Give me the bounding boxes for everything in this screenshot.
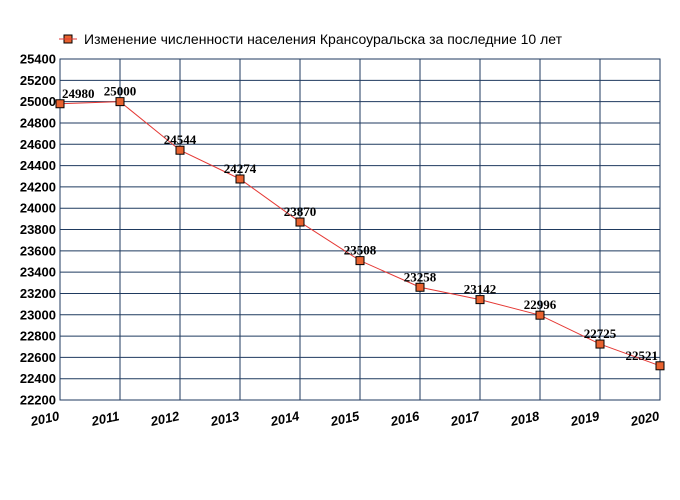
y-axis-ticks: 22200 22400 22600 22800 23000 23200 23400 23600… — [20, 52, 56, 408]
plot-border — [59, 58, 661, 401]
data-point-2012 — [175, 145, 185, 155]
y-tick-label: 23800 — [20, 222, 56, 237]
data-label-2011: 25000 — [104, 84, 137, 99]
y-tick-label: 23200 — [20, 286, 56, 301]
data-point-2014 — [295, 217, 305, 227]
x-tick-label: 2012 — [148, 408, 181, 429]
x-tick-label: 2010 — [28, 408, 61, 429]
y-tick-label: 24400 — [20, 158, 56, 173]
legend-label: Изменение численности населения Крансоур… — [84, 31, 563, 47]
y-tick-label: 24200 — [20, 179, 56, 194]
data-point-2011 — [115, 97, 125, 107]
y-tick-label: 25000 — [20, 94, 56, 109]
y-tick-label: 22800 — [20, 329, 56, 344]
x-tick-label: 2011 — [89, 408, 120, 429]
x-tick-label: 2018 — [508, 408, 541, 429]
y-tick-label: 23000 — [20, 307, 56, 322]
x-tick-label: 2014 — [268, 408, 301, 429]
data-label-2017: 23142 — [464, 282, 497, 297]
x-tick-label: 2015 — [328, 408, 361, 429]
data-label-2020: 22521 — [626, 348, 659, 363]
data-label-2016: 23258 — [404, 269, 437, 284]
data-point-2020 — [655, 361, 665, 371]
data-label-2019: 22725 — [584, 326, 617, 341]
data-label-2018: 22996 — [524, 297, 557, 312]
x-tick-label: 2013 — [208, 408, 241, 429]
x-axis-ticks: 2010 2011 2012 2013 2014 2015 2016 2017 2018 2019… — [28, 408, 661, 429]
y-tick-label: 23400 — [20, 265, 56, 280]
y-tick-label: 24800 — [20, 115, 56, 130]
data-point-2018 — [535, 310, 545, 320]
y-tick-label: 25400 — [20, 52, 56, 67]
grid — [59, 58, 661, 401]
x-tick-label: 2016 — [388, 408, 421, 429]
data-point-2019 — [595, 339, 605, 349]
data-point-2015 — [355, 256, 365, 266]
x-tick-label: 2020 — [628, 408, 661, 429]
x-tick-label: 2019 — [568, 408, 601, 429]
legend: Изменение численности населения Крансоур… — [59, 31, 563, 47]
data-labels: 24980 25000 24544 24274 23870 23508 23258 23142… — [62, 84, 658, 363]
data-label-2010: 24980 — [62, 86, 95, 101]
data-label-2013: 24274 — [224, 161, 257, 176]
y-tick-label: 24600 — [20, 137, 56, 152]
y-tick-label: 23600 — [20, 243, 56, 258]
y-tick-label: 22400 — [20, 371, 56, 386]
data-point-2010 — [55, 99, 65, 109]
series-population — [55, 97, 665, 371]
data-point-2017 — [475, 295, 485, 305]
data-label-2012: 24544 — [164, 132, 197, 147]
y-tick-label: 22200 — [20, 393, 56, 408]
data-label-2014: 23870 — [284, 204, 317, 219]
data-label-2015: 23508 — [344, 243, 377, 258]
x-tick-label: 2017 — [448, 408, 481, 429]
y-tick-label: 24000 — [20, 201, 56, 216]
data-point-2016 — [415, 282, 425, 292]
data-point-2013 — [235, 174, 245, 184]
y-tick-label: 22600 — [20, 350, 56, 365]
y-tick-label: 25200 — [20, 73, 56, 88]
